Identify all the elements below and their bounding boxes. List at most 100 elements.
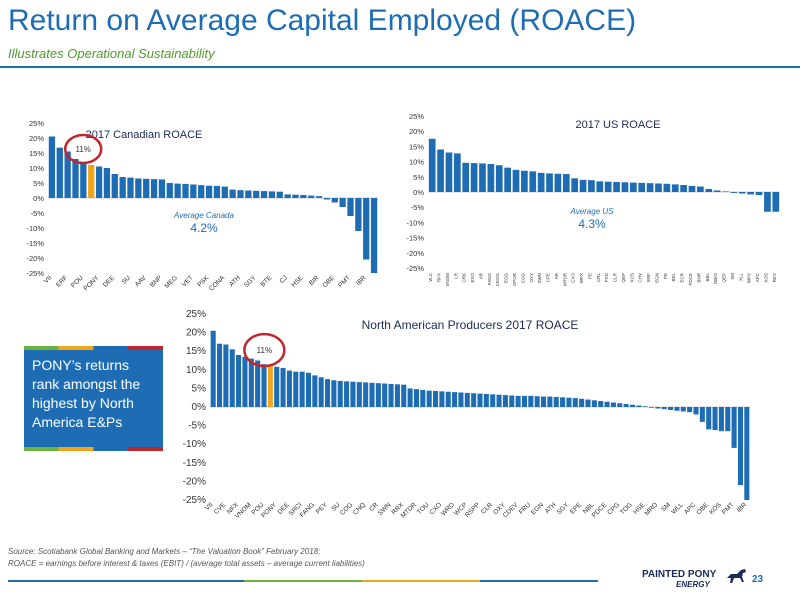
y-tick-label: 15% bbox=[409, 142, 424, 151]
x-tick-label: SM bbox=[660, 501, 672, 513]
x-tick-label: PMT bbox=[337, 274, 352, 289]
bar bbox=[579, 179, 587, 192]
bar bbox=[547, 396, 553, 407]
bar bbox=[680, 407, 686, 412]
bar bbox=[591, 400, 597, 407]
bar bbox=[562, 174, 570, 192]
bar bbox=[458, 392, 464, 407]
y-tick-label: 0% bbox=[192, 402, 207, 413]
x-tick-label: IBR bbox=[736, 501, 749, 514]
source-line: Source: Scotiabank Global Banking and Ma… bbox=[8, 547, 321, 556]
bar bbox=[64, 151, 71, 198]
bar bbox=[439, 391, 445, 407]
x-tick-label: CJ bbox=[278, 274, 289, 285]
y-tick-label: -15% bbox=[406, 234, 424, 243]
x-tick-label: SWN bbox=[537, 273, 542, 284]
chart-title: North American Producers 2017 ROACE bbox=[362, 318, 579, 332]
bar bbox=[744, 407, 750, 500]
bar bbox=[636, 405, 642, 407]
canadian-roace-chart: 25% 20% 15% 10% 5% 0% -5% -10% -15% -20% -25%VII ER… bbox=[26, 119, 378, 293]
y-tick-label: -20% bbox=[406, 249, 424, 258]
bar bbox=[213, 186, 221, 198]
page-number: 23 bbox=[752, 574, 764, 585]
x-tick-label: VNOM bbox=[445, 273, 450, 287]
x-tick-label: EPE bbox=[569, 501, 584, 516]
bar bbox=[72, 159, 79, 198]
north-american-roace-chart: 25% 20% 15% 10% 5% 0% -5% -10% -15% -20% -25%VIICV… bbox=[183, 310, 750, 520]
bar bbox=[464, 392, 470, 407]
bar bbox=[617, 403, 623, 407]
x-tick-label: PMT bbox=[721, 501, 736, 516]
y-tick-label: 0% bbox=[413, 188, 424, 197]
y-tick-label: -25% bbox=[26, 269, 44, 278]
x-tick-label: CEOG bbox=[495, 273, 500, 287]
y-tick-label: 25% bbox=[409, 112, 424, 121]
page-subtitle: Illustrates Operational Sustainability bbox=[8, 46, 215, 61]
bar bbox=[158, 179, 166, 198]
x-tick-label: HSE bbox=[290, 274, 305, 289]
bar bbox=[509, 395, 515, 407]
bar bbox=[223, 344, 229, 407]
x-tick-label: BNR bbox=[696, 272, 701, 282]
bar bbox=[318, 377, 324, 407]
bar bbox=[95, 166, 103, 198]
bar bbox=[119, 177, 126, 198]
bar bbox=[747, 192, 755, 195]
bar bbox=[646, 183, 654, 192]
bar bbox=[308, 195, 315, 198]
bar bbox=[388, 383, 394, 407]
y-tick-label: 10% bbox=[186, 365, 206, 376]
page-title: Return on Average Capital Employed (ROAC… bbox=[8, 4, 637, 37]
x-tick-label: COG bbox=[339, 501, 354, 516]
bar bbox=[331, 380, 337, 407]
bar bbox=[221, 186, 228, 198]
bar bbox=[260, 191, 268, 198]
y-tick-label: 25% bbox=[29, 119, 44, 128]
x-tick-label: BIR bbox=[308, 274, 321, 287]
bar bbox=[755, 192, 763, 196]
y-tick-label: 5% bbox=[33, 179, 44, 188]
highlight-label: 11% bbox=[257, 346, 272, 355]
bar bbox=[496, 394, 502, 407]
bar bbox=[426, 390, 432, 407]
bar bbox=[642, 406, 648, 407]
bar bbox=[655, 183, 662, 192]
bar bbox=[579, 398, 585, 407]
bar bbox=[661, 407, 667, 410]
bar bbox=[452, 392, 458, 407]
bar bbox=[299, 371, 305, 407]
y-tick-label: 20% bbox=[186, 328, 206, 339]
highlight-circle bbox=[63, 133, 103, 165]
bar bbox=[521, 395, 528, 407]
bar bbox=[56, 147, 63, 198]
y-tick-label: -10% bbox=[183, 439, 206, 450]
bar bbox=[445, 391, 451, 407]
x-tick-label: EXO bbox=[470, 273, 475, 283]
x-tick-label: SWN bbox=[377, 501, 393, 517]
bar bbox=[470, 163, 478, 192]
y-tick-label: 25% bbox=[186, 310, 206, 320]
x-tick-label: CXO bbox=[571, 273, 576, 283]
x-tick-label: EGN bbox=[654, 273, 659, 283]
y-tick-label: -15% bbox=[183, 458, 206, 469]
logo-main-text: PAINTED PONY bbox=[642, 569, 717, 580]
bar bbox=[731, 407, 737, 448]
footer-stripe bbox=[8, 580, 598, 582]
bar bbox=[453, 153, 461, 192]
x-tick-label: FRU bbox=[518, 501, 533, 516]
bar bbox=[554, 173, 562, 192]
y-tick-label: -20% bbox=[26, 254, 44, 263]
bar bbox=[553, 396, 559, 407]
bar bbox=[394, 384, 400, 407]
bar bbox=[143, 178, 150, 198]
bar bbox=[150, 179, 158, 198]
bar bbox=[248, 358, 254, 407]
x-tick-label: QEP bbox=[722, 273, 727, 283]
bar bbox=[668, 407, 674, 410]
x-tick-label: COG bbox=[520, 273, 525, 284]
bar bbox=[693, 407, 699, 415]
bar bbox=[490, 394, 496, 407]
bar bbox=[596, 181, 604, 192]
bar bbox=[331, 198, 338, 203]
bar bbox=[420, 389, 426, 407]
